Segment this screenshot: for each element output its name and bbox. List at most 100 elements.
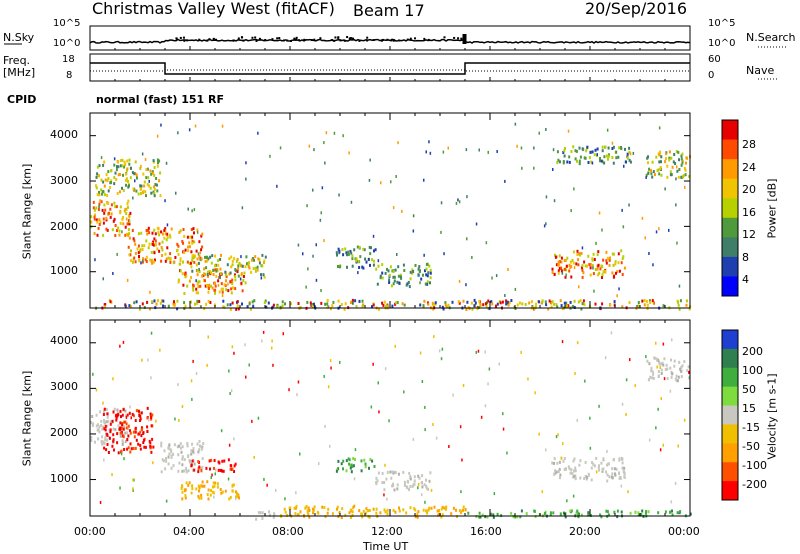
power-cell	[212, 273, 215, 276]
power-cell	[183, 292, 186, 295]
velocity-cell	[183, 469, 186, 473]
power-cell	[157, 299, 159, 303]
velocity-cell	[533, 509, 536, 513]
power-cell	[425, 267, 428, 271]
power-cell	[102, 221, 105, 225]
velocity-cell	[621, 461, 624, 465]
power-cell	[114, 171, 117, 175]
power-cell	[417, 273, 420, 277]
velocity-cell	[351, 465, 354, 468]
power-colorbar-segment	[722, 120, 738, 141]
velocity-cell	[573, 474, 576, 478]
velocity-cell	[354, 458, 356, 461]
velocity-cell	[611, 467, 614, 471]
velocity-cell	[349, 464, 352, 467]
power-cell	[612, 145, 615, 149]
velocity-sparse-cell	[165, 499, 168, 503]
velocity-cell	[416, 512, 419, 516]
velocity-sparse-cell	[295, 491, 297, 495]
velocity-cell	[131, 412, 134, 416]
velocity-cell	[648, 362, 651, 366]
velocity-cell	[187, 454, 190, 458]
velocity-sparse-cell	[178, 419, 180, 422]
power-cell	[179, 229, 182, 233]
power-sparse-cell	[491, 276, 493, 280]
velocity-cell	[392, 484, 395, 488]
power-cell	[392, 270, 395, 274]
power-sparse-cell	[652, 263, 654, 267]
power-cell	[369, 263, 371, 267]
power-cell	[138, 259, 141, 263]
power-cell	[351, 298, 354, 302]
power-cell	[118, 229, 121, 233]
nsky-dot	[319, 37, 322, 40]
velocity-cell	[440, 507, 443, 511]
power-cell	[222, 305, 225, 309]
velocity-cell	[126, 431, 128, 435]
velocity-cell	[179, 446, 182, 450]
power-cell	[284, 302, 286, 306]
power-cell	[104, 208, 107, 212]
power-cell	[204, 255, 206, 259]
power-cell	[102, 180, 105, 184]
velocity-cell	[257, 511, 260, 515]
velocity-sparse-cell	[112, 377, 114, 381]
power-sparse-cell	[423, 178, 425, 182]
velocity-sparse-cell	[663, 377, 666, 381]
power-cell	[557, 269, 560, 273]
power-cell	[253, 258, 255, 262]
velocity-colorbar-segment	[722, 348, 738, 369]
power-sparse-cell	[390, 180, 392, 184]
power-cell	[391, 304, 394, 308]
velocity-sparse-cell	[604, 356, 607, 360]
power-cell	[214, 284, 217, 288]
power-cell	[573, 299, 576, 303]
power-cell	[544, 300, 547, 304]
power-cell	[571, 258, 574, 262]
power-cell	[331, 304, 334, 308]
power-cell	[244, 265, 247, 269]
power-cell	[107, 177, 110, 181]
power-cell	[326, 302, 329, 306]
velocity-cell	[135, 409, 138, 413]
power-cell	[147, 246, 150, 250]
power-cell	[601, 276, 603, 279]
power-cell	[647, 161, 649, 165]
power-cell	[159, 301, 162, 305]
velocity-sparse-cell	[487, 382, 489, 386]
velocity-cell	[397, 472, 400, 476]
velocity-sparse-cell	[233, 437, 235, 441]
velocity-sparse-cell	[498, 362, 500, 366]
power-sparse-cell	[440, 230, 442, 234]
vel-cb-label: Velocity [m s-1]	[765, 373, 779, 460]
velocity-cell	[414, 515, 417, 519]
power-cell	[392, 282, 395, 286]
velocity-sparse-cell	[598, 404, 600, 408]
velocity-cell	[185, 469, 188, 473]
power-ytick-3000: 3000	[50, 174, 78, 187]
velocity-cell	[326, 511, 329, 515]
velocity-cell	[95, 413, 98, 417]
velocity-cell	[100, 424, 103, 427]
power-sparse-cell	[616, 294, 618, 298]
power-cell	[611, 271, 614, 275]
nsky-dot	[182, 36, 185, 39]
velocity-sparse-cell	[388, 419, 390, 423]
power-sparse-cell	[245, 177, 247, 181]
velocity-cell	[349, 508, 352, 512]
power-cell	[191, 254, 194, 258]
power-cell	[350, 300, 353, 304]
power-cell	[384, 271, 387, 275]
power-cell	[252, 267, 255, 270]
power-cell	[250, 258, 253, 262]
power-cell	[181, 272, 184, 276]
power-cell	[212, 268, 215, 272]
power-cell	[249, 307, 252, 311]
power-cell	[115, 205, 118, 209]
power-cell	[261, 264, 264, 268]
velocity-cell	[555, 470, 558, 474]
velocity-cell	[420, 481, 423, 485]
velocity-cell	[564, 515, 567, 519]
power-cell	[174, 256, 177, 259]
power-cell	[557, 260, 560, 264]
